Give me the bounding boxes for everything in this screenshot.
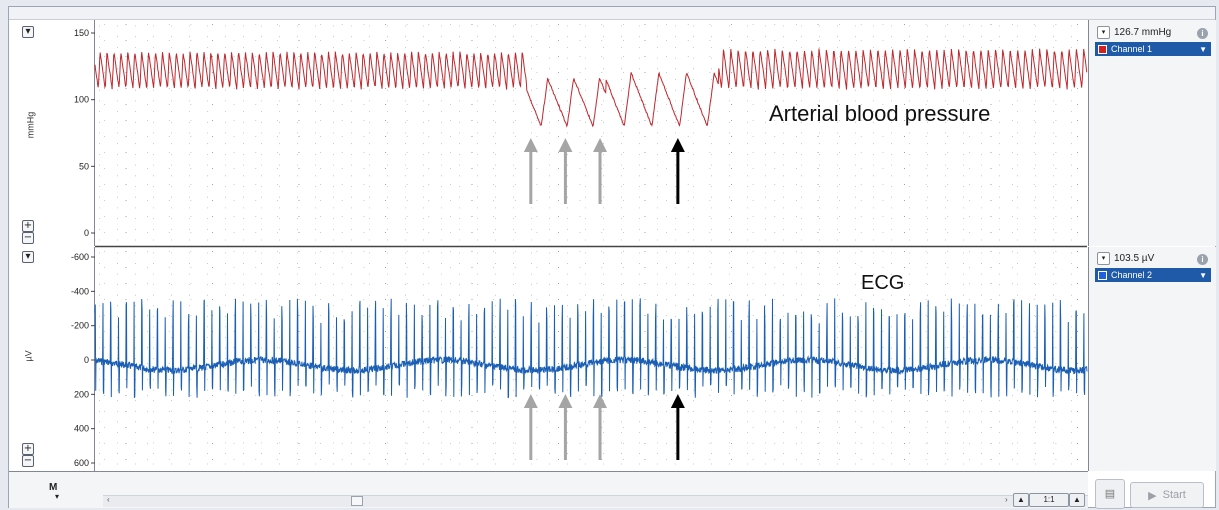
info-icon[interactable]: i [1197,254,1208,265]
channel-2-panel: ▾ 103.5 µV i Channel 2 ▼ [1088,247,1216,471]
readout-dropdown-icon[interactable]: ▾ [1097,26,1110,39]
arrow-head [671,138,685,152]
arrow-head [593,394,607,408]
y-tick-label: -400 [71,286,89,296]
start-button[interactable]: ▶ Start [1130,482,1204,508]
y-tick-label: 600 [74,458,89,468]
arrow-head [671,394,685,408]
y-tick-label: 150 [74,28,89,38]
ecg-annotation: ECG [861,272,904,294]
data-pad-button[interactable]: ▤ [1095,479,1125,509]
y-tick-label: -200 [71,321,89,331]
scale-button[interactable]: 1:1 [1029,493,1069,507]
bp-plot: 150 100 50 0 [74,24,1087,247]
channel-2-name: Channel 2 [1111,270,1152,280]
channel-2-value: 103.5 µV [1114,253,1154,264]
start-label: Start [1163,489,1186,501]
channel-2-readout: ▾ 103.5 µV [1097,252,1154,265]
expand-icon[interactable]: ▲ [1069,493,1085,507]
readout-dropdown-icon[interactable]: ▾ [1097,252,1110,265]
scroll-left-icon[interactable]: ‹ [107,495,110,504]
channel-1-name: Channel 1 [1111,44,1152,54]
arrow-head [524,394,538,408]
channel-color-swatch [1098,271,1107,280]
arrow-head [558,138,572,152]
horizontal-scrollbar[interactable]: ‹ › [103,495,1088,507]
y-tick-label: 50 [79,161,89,171]
y-tick-label: 100 [74,95,89,105]
info-icon[interactable]: i [1197,28,1208,39]
channel-1-readout: ▾ 126.7 mmHg [1097,26,1171,39]
channel-2-selector[interactable]: Channel 2 ▼ [1095,268,1211,282]
channel-1-value: 126.7 mmHg [1114,27,1171,38]
marker-chevron-icon: ▾ [55,492,59,501]
y-tick-label: -600 [71,252,89,262]
y-tick-label: 0 [84,228,89,238]
y-tick-label: 0 [84,355,89,365]
chevron-down-icon: ▼ [1199,45,1207,54]
scroll-right-icon[interactable]: › [1005,495,1008,504]
arrow-head [524,138,538,152]
y-tick-label: 400 [74,424,89,434]
time-axis-bar: M ▾ ‹ › ▲ 1:1 ▲ [9,471,1088,508]
lab-recording-window: ▾ mmHg + − ▾ µV + − 150 100 50 0 -600 -400 -2… [8,6,1216,508]
chart-area: 150100500 -600-400-2000200400600 9:419:4… [9,7,1088,507]
arrow-head [593,138,607,152]
play-icon: ▶ [1148,489,1156,502]
chevron-down-icon: ▼ [1199,271,1207,280]
scroll-thumb[interactable] [351,496,363,506]
channel-color-swatch [1098,45,1107,54]
channel-1-selector[interactable]: Channel 1 ▼ [1095,42,1211,56]
bp-annotation: Arterial blood pressure [769,101,990,126]
channel-1-panel: ▾ 126.7 mmHg i Channel 1 ▼ [1088,20,1216,246]
compress-icon[interactable]: ▲ [1013,493,1029,507]
ecg-plot: -600 -400 -200 0 200 400 600 [71,251,1087,468]
y-tick-label: 200 [74,389,89,399]
